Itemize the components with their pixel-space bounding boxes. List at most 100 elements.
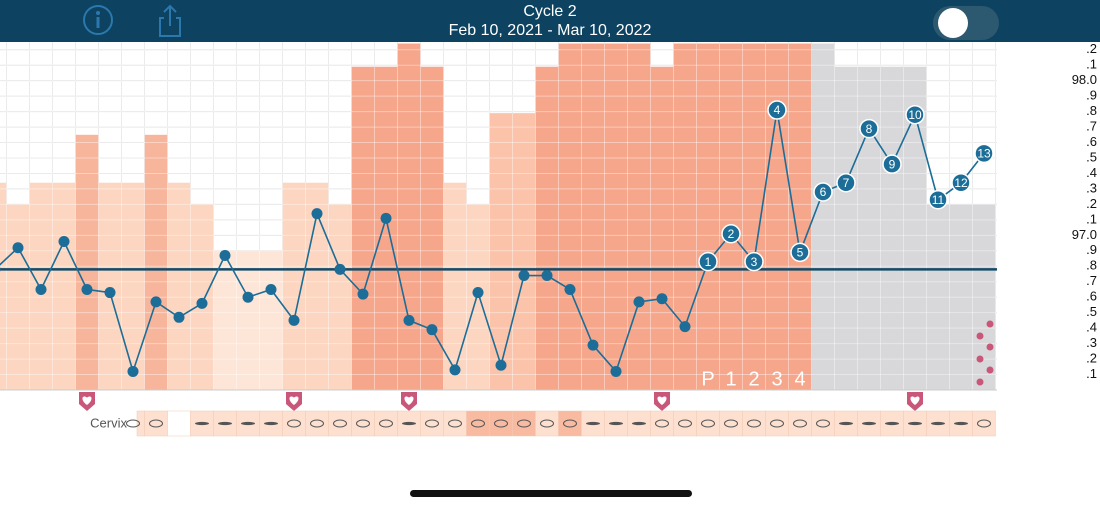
peak-label: 4 <box>794 368 805 390</box>
phase-column <box>328 204 352 390</box>
phase-column <box>282 182 306 390</box>
title: Cycle 2 <box>523 3 576 20</box>
cervix-oval <box>770 419 784 428</box>
info-button[interactable] <box>83 5 113 35</box>
intercourse-heart <box>907 392 923 411</box>
cervix-oval <box>287 419 301 428</box>
temperature-point <box>698 251 718 272</box>
cervix-flat <box>264 421 278 426</box>
cervix-oval <box>356 419 370 428</box>
phase-column <box>558 43 582 391</box>
peak-label: P <box>701 368 714 390</box>
home-indicator <box>410 490 692 497</box>
cervix-cell <box>466 410 490 437</box>
y-tick-label: .7 <box>1086 273 1097 288</box>
temperature-point <box>334 263 346 275</box>
subtitle: Feb 10, 2021 - Mar 10, 2022 <box>449 22 652 39</box>
cervix-flat <box>241 421 255 426</box>
temperature-point <box>790 242 810 263</box>
cervix-flat <box>218 421 232 426</box>
cervix-flat <box>402 421 416 426</box>
temperature-point <box>610 365 622 377</box>
temperature-point <box>81 283 93 295</box>
phase-column <box>788 43 812 391</box>
temperature-point <box>882 154 902 174</box>
spotting-dots <box>976 320 994 386</box>
peak-label: 3 <box>771 368 782 390</box>
cervix-cell <box>136 410 145 437</box>
phase-column <box>765 43 789 391</box>
toggle[interactable] <box>933 6 999 40</box>
intercourse-heart <box>79 392 95 411</box>
temperature-point <box>0 267 1 272</box>
y-tick-label: .7 <box>1086 119 1097 134</box>
y-tick-label: .2 <box>1086 351 1097 366</box>
y-tick-label: .4 <box>1086 320 1097 335</box>
temperature-point <box>859 118 879 139</box>
peak-label: 2 <box>748 368 759 390</box>
phase-column <box>0 182 7 390</box>
cervix-flat <box>609 421 623 426</box>
temperature-point <box>836 172 856 193</box>
phase-column <box>397 43 421 391</box>
cervix-oval <box>563 419 577 428</box>
cervix-oval <box>747 419 761 428</box>
cervix-cell <box>558 410 582 437</box>
temperature-point <box>951 172 971 193</box>
phase-column <box>811 43 835 391</box>
point-label: 10 <box>908 108 922 122</box>
cervix-oval <box>724 419 738 428</box>
y-tick-label: .5 <box>1086 149 1097 164</box>
cervix-cell <box>167 410 191 437</box>
phase-column <box>650 66 674 390</box>
intercourse-heart <box>654 392 670 411</box>
cervix-cell <box>650 410 674 437</box>
temperature-point <box>35 283 47 295</box>
y-tick-label: 98.0 <box>1072 72 1097 87</box>
phase-column <box>374 66 398 390</box>
y-tick-label: .9 <box>1086 88 1097 103</box>
temperature-point <box>127 365 139 377</box>
y-tick-label: .4 <box>1086 165 1097 180</box>
cervix-flat <box>586 421 600 426</box>
temperature-point <box>679 321 691 333</box>
temperature-point <box>380 212 392 224</box>
cervix-flat <box>954 421 968 426</box>
cervix-oval <box>471 419 485 428</box>
temperature-point <box>495 359 507 371</box>
temperature-point <box>974 143 994 164</box>
cervix-cell <box>535 410 559 437</box>
point-label: 1 <box>705 255 712 269</box>
y-tick-label: .2 <box>1086 196 1097 211</box>
phase-column <box>190 204 214 390</box>
phase-column <box>903 66 927 390</box>
cervix-cell <box>328 410 352 437</box>
point-label: 3 <box>751 255 758 269</box>
phase-column <box>926 204 950 390</box>
temperature-point <box>196 297 208 309</box>
cervix-cell <box>305 410 329 437</box>
temperature-point <box>767 100 787 120</box>
point-label: 7 <box>843 176 850 190</box>
header-bar <box>0 0 1100 42</box>
cervix-flat <box>862 421 876 426</box>
cervix-cell <box>443 410 467 437</box>
share-button[interactable] <box>159 4 181 37</box>
phase-column <box>880 66 904 390</box>
phase-column <box>535 66 559 390</box>
y-tick-label: .3 <box>1086 180 1097 195</box>
heart <box>657 396 667 405</box>
cervix-oval <box>678 419 692 428</box>
y-tick-label: .8 <box>1086 103 1097 118</box>
temperature-point <box>541 270 553 282</box>
phase-column <box>443 182 467 390</box>
point-label: 13 <box>977 147 991 161</box>
cervix-cell <box>144 410 168 437</box>
phase-column <box>236 250 260 390</box>
phase-column <box>489 113 513 390</box>
cervix-cell <box>282 410 306 437</box>
temperature-point <box>242 291 254 303</box>
y-tick-label: 97.0 <box>1072 227 1097 242</box>
point-label: 6 <box>820 185 827 199</box>
cervix-cell <box>673 410 697 437</box>
